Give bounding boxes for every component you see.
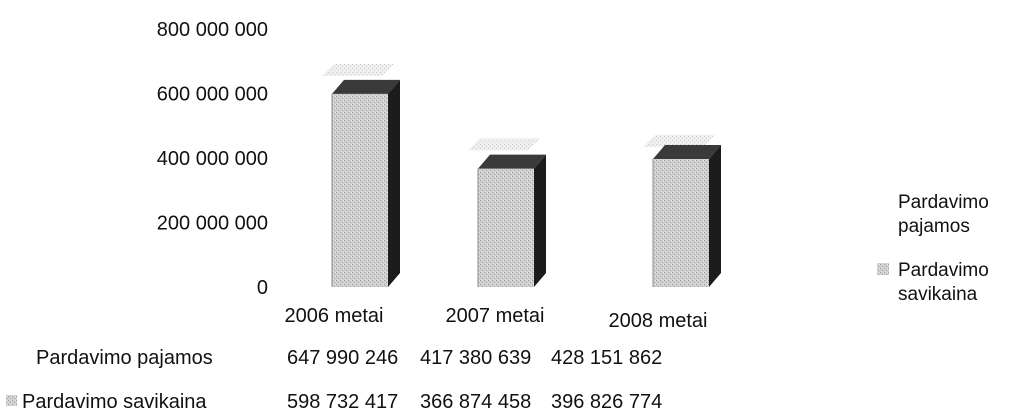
- y-tick-label: 0: [257, 277, 268, 299]
- table-value: 417 380 639: [420, 347, 531, 369]
- bar-pardavimo-savikaina: [652, 145, 721, 287]
- table-series-name: Pardavimo pajamos: [36, 347, 213, 369]
- y-tick-label: 600 000 000: [157, 84, 268, 106]
- bars: [322, 64, 721, 287]
- legend-label: Pardavimo savikaina: [898, 260, 989, 305]
- table-value: 428 151 862: [551, 347, 662, 369]
- table-series-swatch: [6, 395, 17, 406]
- x-category-label: 2007 metai: [446, 305, 545, 327]
- legend: Pardavimo pajamos Pardavimo savikaina: [877, 192, 989, 305]
- data-table: Pardavimo pajamos 647 990 246 417 380 639 4…: [6, 347, 662, 413]
- bar-pardavimo-savikaina: [477, 154, 546, 287]
- y-tick-label: 400 000 000: [157, 148, 268, 170]
- table-value: 396 826 774: [551, 391, 662, 413]
- legend-label: Pardavimo pajamos: [898, 192, 989, 237]
- bar-pardavimo-savikaina: [331, 79, 400, 287]
- y-tick-label: 800 000 000: [157, 19, 268, 41]
- table-series-name: Pardavimo savikaina: [22, 391, 207, 413]
- legend-swatch: [877, 263, 889, 275]
- bar-pardavimo-pajamos: [643, 134, 715, 147]
- legend-item: Pardavimo savikaina: [877, 260, 989, 305]
- category-labels: 2006 metai 2007 metai 2008 metai: [285, 305, 708, 332]
- bar-pardavimo-pajamos: [468, 138, 540, 151]
- table-value: 366 874 458: [420, 391, 531, 413]
- table-value: 598 732 417: [287, 391, 398, 413]
- table-value: 647 990 246: [287, 347, 398, 369]
- y-tick-label: 200 000 000: [157, 213, 268, 235]
- x-category-label: 2008 metai: [609, 310, 708, 332]
- legend-item: Pardavimo pajamos: [898, 192, 989, 237]
- bar-pardavimo-pajamos: [322, 64, 394, 77]
- y-axis-tick-labels: 0 200 000 000 400 000 000 600 000 000 800 00…: [157, 19, 268, 299]
- x-category-label: 2006 metai: [285, 305, 384, 327]
